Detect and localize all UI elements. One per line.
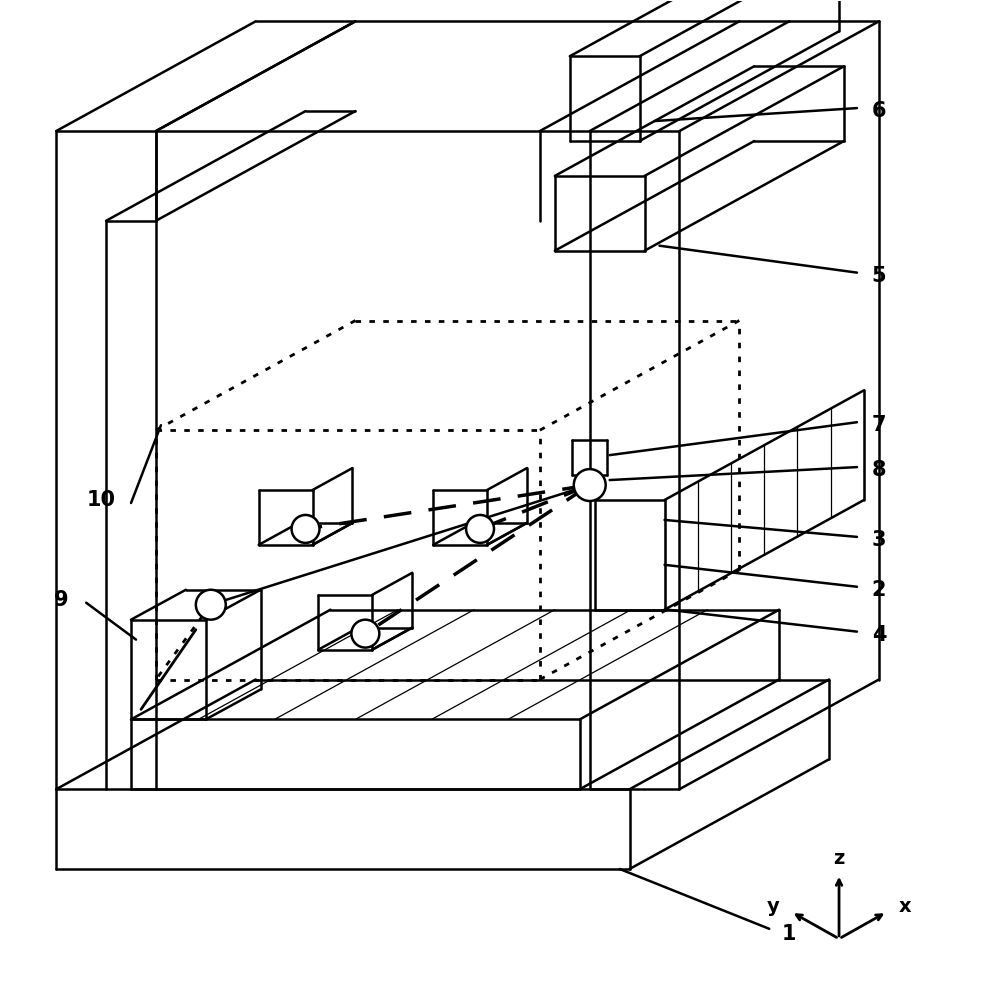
- Text: 4: 4: [872, 625, 886, 645]
- Text: 6: 6: [872, 101, 886, 121]
- Text: 3: 3: [872, 530, 886, 550]
- Circle shape: [352, 620, 380, 648]
- Text: y: y: [767, 897, 780, 916]
- Circle shape: [574, 469, 606, 501]
- Text: 10: 10: [86, 490, 116, 510]
- Circle shape: [291, 515, 319, 543]
- Text: 5: 5: [872, 266, 886, 286]
- Text: 1: 1: [782, 924, 797, 944]
- Text: 8: 8: [872, 460, 886, 480]
- Text: 2: 2: [872, 580, 886, 600]
- Circle shape: [466, 515, 494, 543]
- Text: x: x: [899, 897, 911, 916]
- Text: z: z: [833, 850, 844, 868]
- Text: 7: 7: [872, 415, 886, 435]
- Text: 9: 9: [54, 590, 68, 610]
- Circle shape: [196, 590, 226, 620]
